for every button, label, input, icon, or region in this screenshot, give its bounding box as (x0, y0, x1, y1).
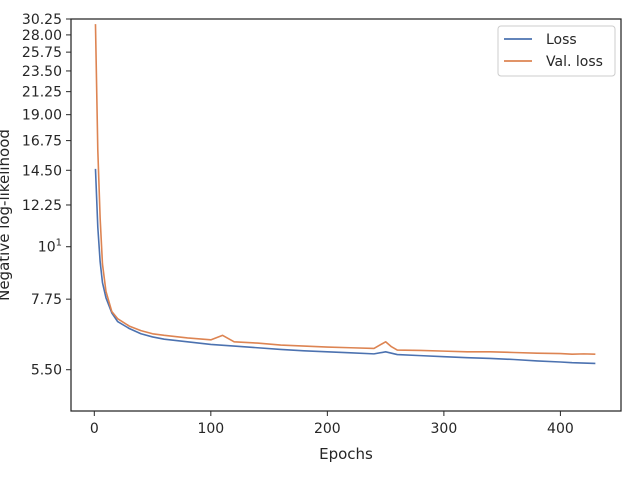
y-tick-label: 12.25 (22, 198, 62, 214)
x-tick-label: 0 (90, 421, 99, 437)
y-tick-label: 5.50 (31, 363, 62, 379)
y-tick-label: 19.00 (22, 108, 62, 124)
x-tick-label: 100 (197, 421, 224, 437)
y-tick-label: 14.50 (22, 163, 62, 179)
y-tick-label: 25.75 (22, 45, 62, 61)
y-tick-label: 23.50 (22, 64, 62, 80)
series-layer (94, 24, 596, 365)
y-tick-label: 16.75 (22, 134, 62, 150)
y-tick-label: 7.75 (31, 292, 62, 308)
x-axis-title: Epochs (319, 445, 373, 463)
x-tick-label: 200 (314, 421, 341, 437)
x-tick-label: 300 (431, 421, 458, 437)
legend: Loss Val. loss (497, 25, 616, 77)
axes-frame (70, 18, 622, 412)
legend-label: Loss (546, 32, 577, 48)
series-line-val-loss (94, 24, 596, 356)
y-axis-title: Negative log-likelihood (0, 129, 13, 301)
y-tick-label: 28.00 (22, 28, 62, 44)
y-tick-label: 30.25 (22, 12, 62, 28)
y-tick-label: 21.25 (22, 85, 62, 101)
legend-label: Val. loss (546, 54, 603, 70)
x-axis: 0 100 200 300 400 (90, 411, 574, 437)
x-tick-label: 400 (547, 421, 574, 437)
series-line-loss (94, 168, 596, 365)
